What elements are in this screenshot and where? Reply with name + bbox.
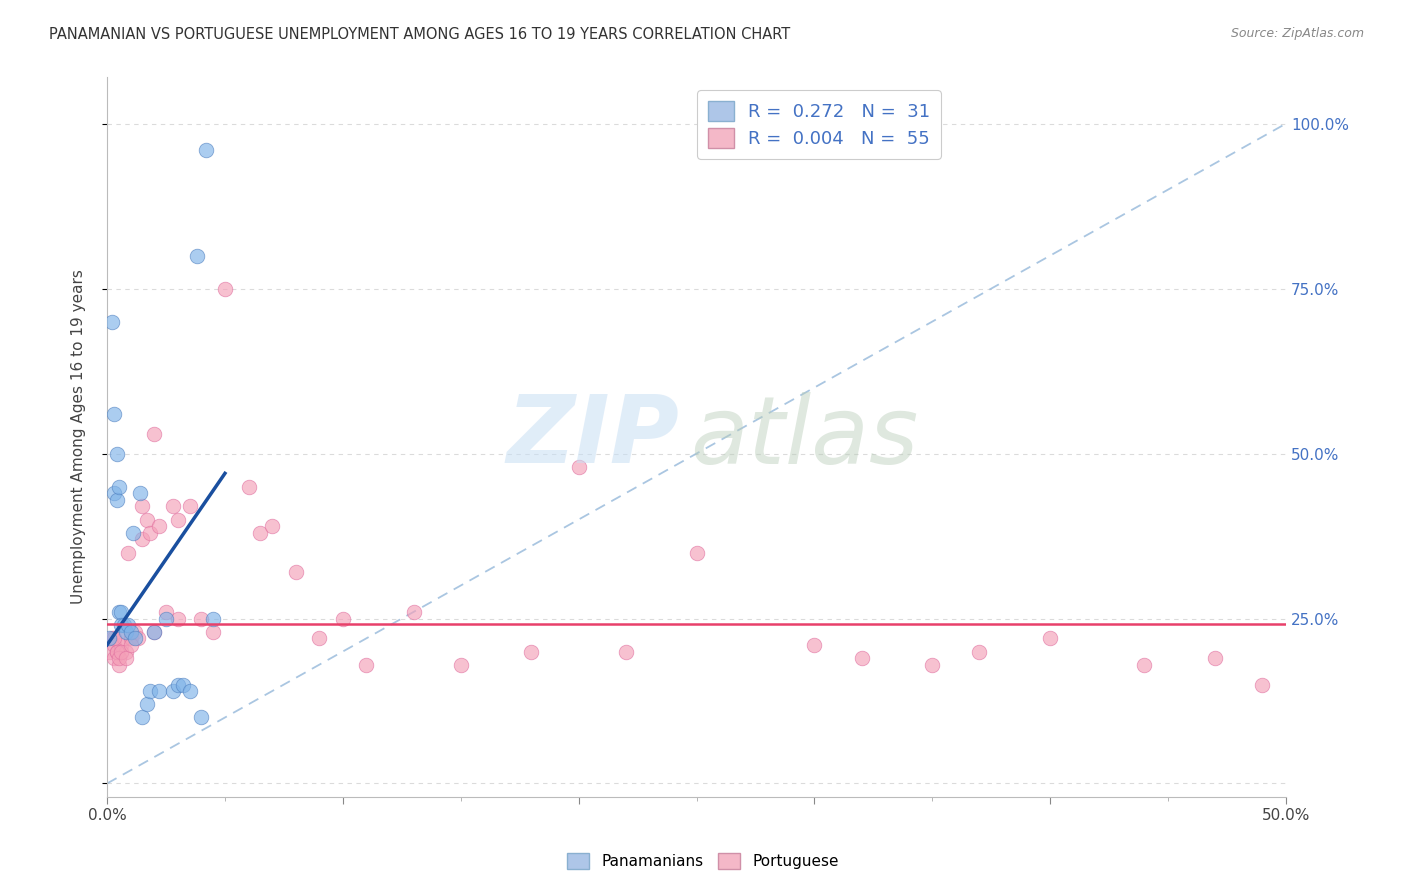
- Point: [1039, 632, 1062, 646]
- Point: [143, 624, 166, 639]
- Point: [249, 525, 271, 540]
- Point: [112, 618, 135, 632]
- Point: [117, 618, 139, 632]
- Point: [202, 624, 225, 639]
- Point: [110, 618, 132, 632]
- Point: [105, 446, 128, 460]
- Point: [1251, 677, 1274, 691]
- Point: [450, 657, 472, 672]
- Point: [105, 644, 128, 658]
- Point: [131, 533, 153, 547]
- Point: [115, 651, 138, 665]
- Point: [238, 479, 260, 493]
- Point: [921, 657, 943, 672]
- Point: [803, 638, 825, 652]
- Point: [131, 500, 153, 514]
- Point: [186, 249, 208, 263]
- Point: [969, 644, 991, 658]
- Point: [190, 611, 212, 625]
- Point: [148, 684, 170, 698]
- Point: [103, 651, 125, 665]
- Point: [1133, 657, 1156, 672]
- Point: [105, 644, 128, 658]
- Point: [115, 624, 138, 639]
- Point: [112, 632, 135, 646]
- Point: [172, 677, 194, 691]
- Point: [101, 315, 124, 329]
- Point: [110, 638, 132, 652]
- Point: [143, 426, 166, 441]
- Point: [166, 512, 188, 526]
- Point: [105, 492, 128, 507]
- Text: PANAMANIAN VS PORTUGUESE UNEMPLOYMENT AMONG AGES 16 TO 19 YEARS CORRELATION CHAR: PANAMANIAN VS PORTUGUESE UNEMPLOYMENT AM…: [49, 27, 790, 42]
- Y-axis label: Unemployment Among Ages 16 to 19 years: Unemployment Among Ages 16 to 19 years: [72, 269, 86, 605]
- Point: [685, 545, 707, 559]
- Point: [179, 684, 201, 698]
- Point: [124, 624, 146, 639]
- Point: [124, 632, 146, 646]
- Point: [108, 605, 131, 619]
- Point: [332, 611, 354, 625]
- Point: [356, 657, 378, 672]
- Point: [402, 605, 425, 619]
- Point: [262, 519, 284, 533]
- Point: [190, 710, 212, 724]
- Point: [110, 644, 132, 658]
- Point: [129, 486, 152, 500]
- Point: [166, 611, 188, 625]
- Point: [120, 624, 142, 639]
- Point: [284, 566, 307, 580]
- Legend: R =  0.272   N =  31, R =  0.004   N =  55: R = 0.272 N = 31, R = 0.004 N = 55: [697, 90, 941, 159]
- Point: [162, 500, 184, 514]
- Point: [117, 545, 139, 559]
- Point: [214, 282, 236, 296]
- Point: [103, 632, 125, 646]
- Point: [103, 407, 125, 421]
- Point: [108, 479, 131, 493]
- Point: [122, 525, 145, 540]
- Point: [98, 644, 121, 658]
- Point: [98, 632, 121, 646]
- Point: [1204, 651, 1226, 665]
- Point: [136, 512, 159, 526]
- Point: [138, 684, 160, 698]
- Point: [202, 611, 225, 625]
- Point: [115, 644, 138, 658]
- Point: [179, 500, 201, 514]
- Point: [520, 644, 543, 658]
- Point: [101, 632, 124, 646]
- Point: [568, 459, 591, 474]
- Point: [131, 710, 153, 724]
- Point: [308, 632, 330, 646]
- Point: [166, 677, 188, 691]
- Point: [155, 605, 177, 619]
- Point: [108, 651, 131, 665]
- Point: [148, 519, 170, 533]
- Point: [155, 611, 177, 625]
- Point: [614, 644, 637, 658]
- Point: [136, 698, 159, 712]
- Point: [108, 657, 131, 672]
- Point: [120, 638, 142, 652]
- Point: [120, 632, 142, 646]
- Point: [138, 525, 160, 540]
- Point: [195, 143, 218, 157]
- Text: ZIP: ZIP: [506, 391, 679, 483]
- Point: [127, 632, 149, 646]
- Text: Source: ZipAtlas.com: Source: ZipAtlas.com: [1230, 27, 1364, 40]
- Point: [162, 684, 184, 698]
- Point: [110, 605, 132, 619]
- Point: [103, 486, 125, 500]
- Point: [103, 638, 125, 652]
- Point: [143, 624, 166, 639]
- Text: atlas: atlas: [690, 392, 920, 483]
- Point: [851, 651, 873, 665]
- Legend: Panamanians, Portuguese: Panamanians, Portuguese: [561, 847, 845, 875]
